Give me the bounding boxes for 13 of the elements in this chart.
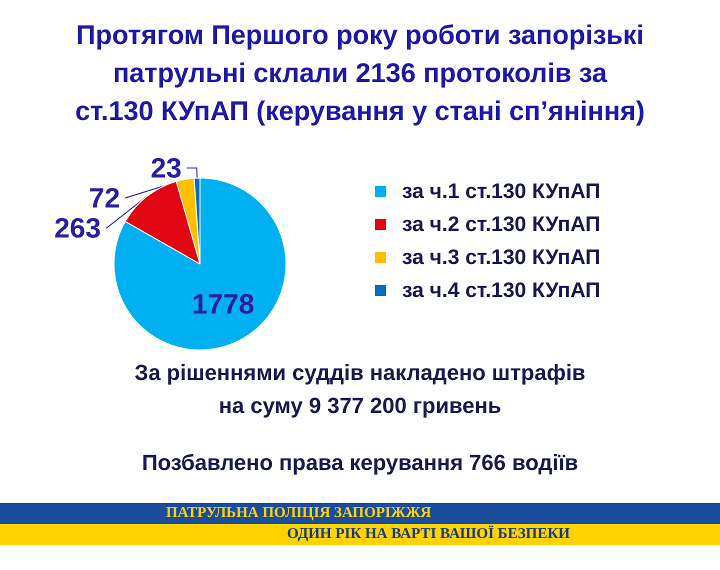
legend-label: за ч.2 ст.130 КУпАП (402, 213, 600, 236)
data-label: 23 (150, 152, 182, 184)
legend-label: за ч.4 ст.130 КУпАП (402, 279, 600, 302)
legend-label: за ч.3 ст.130 КУпАП (402, 246, 600, 269)
text: ПАТРУЛЬНА ПОЛІЦІЯ ЗАПОРІЖЖЯ (166, 504, 432, 523)
data-label: 1778 (192, 288, 254, 320)
chart-title: Протягом Першого року роботи запорізькі патрульні склали 2136 протоколів за ст.130 КУпАП (керування у стані сп’яніння) (74, 19, 646, 128)
legend-label: за ч.1 ст.130 КУпАП (402, 180, 600, 203)
data-label: 72 (88, 182, 120, 214)
text: ОДИН РІК НА ВАРТІ ВАШОЇ БЕЗПЕКИ (287, 525, 570, 544)
text: За рішеннями суддів накладено штрафів на суму 9 377 200 гривень (134, 359, 586, 420)
data-label: 263 (54, 212, 101, 244)
text: Позбавлено права керування 766 водіїв (140, 449, 580, 477)
